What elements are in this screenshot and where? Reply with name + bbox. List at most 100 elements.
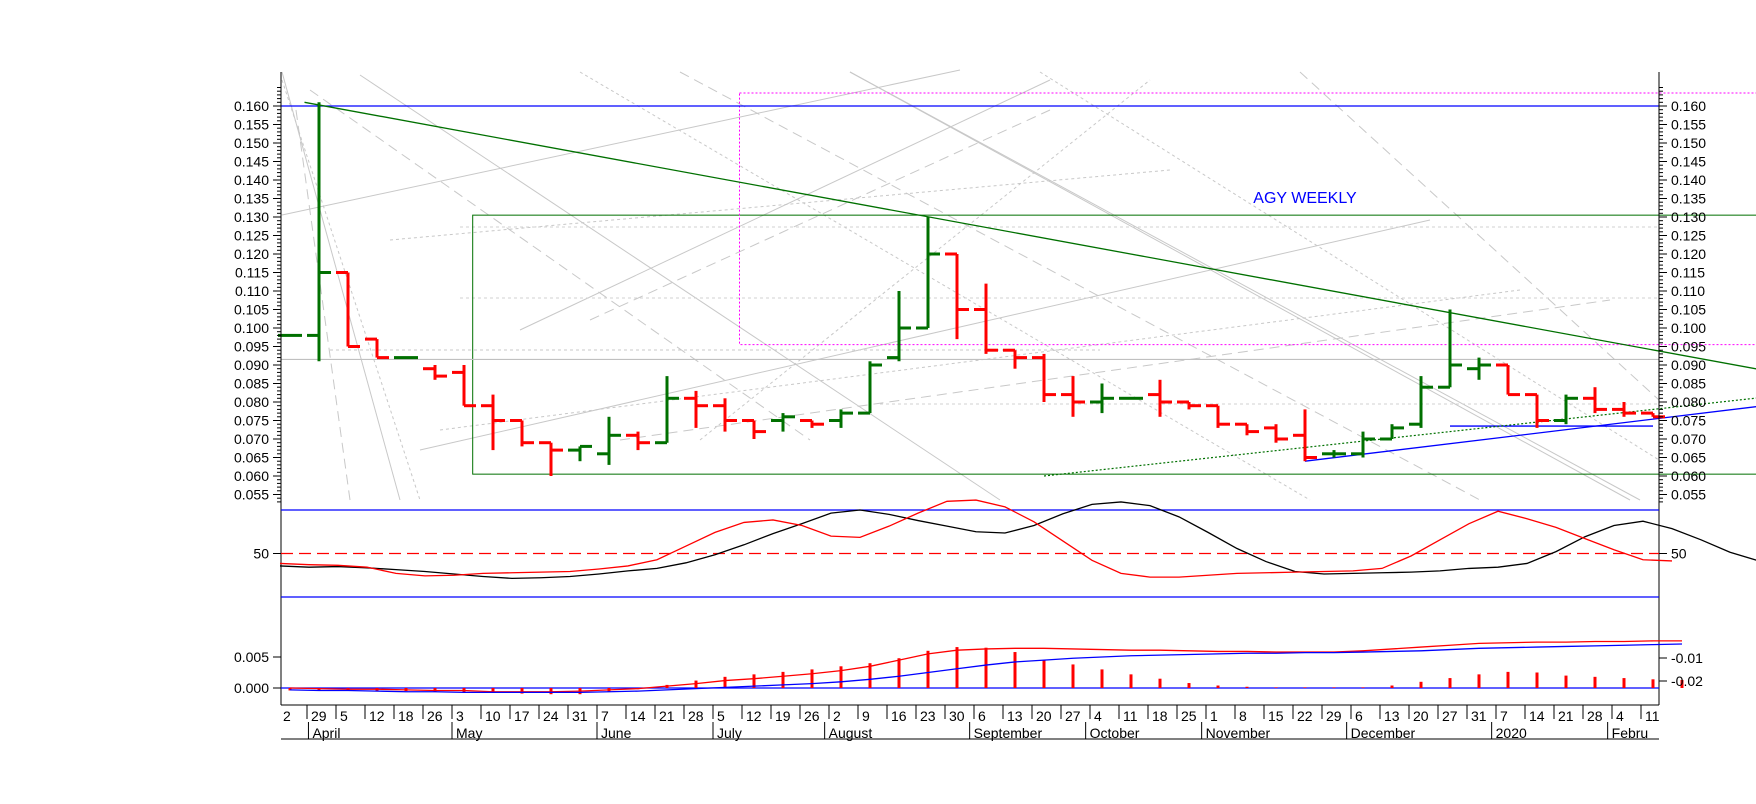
- fan-line: [281, 79, 421, 501]
- date-tick-label: 17: [514, 708, 530, 724]
- ohlc-bar: [1380, 424, 1404, 441]
- price-tick-label: 0.120: [1671, 246, 1706, 262]
- ohlc-bar: [452, 365, 476, 408]
- price-panel: 0.055 0.060 0.065 0.070 0.075 0.080 0.085 0.090…: [234, 69, 1756, 505]
- price-tick-label: 0.155: [234, 117, 269, 133]
- price-tick-label: 0.080: [234, 394, 269, 410]
- fan-line: [439, 289, 1521, 431]
- price-tick-label: 0.120: [234, 246, 269, 262]
- price-tick-label: 0.150: [234, 135, 269, 151]
- date-tick-label: 22: [1297, 708, 1313, 724]
- fan-line: [519, 79, 1051, 331]
- ohlc-bar: [1206, 404, 1230, 428]
- trendline: [1043, 397, 1756, 477]
- ohlc-bar: [1264, 424, 1288, 443]
- price-tick-label: 0.110: [1671, 283, 1705, 299]
- hist-tick-label: 0.005: [234, 649, 269, 665]
- date-tick-label: 26: [427, 708, 443, 724]
- ohlc-bar: [423, 365, 447, 380]
- chart-title: AGY WEEKLY: [1253, 190, 1357, 207]
- histogram-panel: 0.000 0.005 -0.02 -0.01: [234, 640, 1703, 705]
- hist-tick-label: 0.000: [234, 680, 269, 696]
- fan-line: [619, 299, 1611, 441]
- date-tick-label: 14: [1529, 708, 1545, 724]
- date-tick-label: 7: [1500, 708, 1508, 724]
- fan-line: [281, 71, 401, 501]
- trendline: [1304, 406, 1756, 462]
- price-tick-label: 0.065: [234, 450, 269, 466]
- ohlc-bar: [626, 431, 650, 451]
- ohlc-bar: [1003, 348, 1027, 369]
- date-tick-label: 13: [1007, 708, 1023, 724]
- price-tick-label: 0.100: [1671, 320, 1706, 336]
- date-tick-label: 23: [920, 708, 936, 724]
- date-tick-label: 5: [340, 708, 348, 724]
- ohlc-bar: [481, 394, 505, 451]
- price-tick-label: 0.130: [1671, 209, 1706, 225]
- date-tick-label: 5: [717, 708, 725, 724]
- fan-line: [579, 71, 1311, 501]
- month-label: May: [456, 725, 482, 741]
- month-label: September: [974, 725, 1043, 741]
- stochastic-panel: 50 50: [253, 499, 1756, 640]
- date-tick-label: 29: [1326, 708, 1342, 724]
- price-tick-label: 0.090: [234, 357, 269, 373]
- date-tick-label: 6: [978, 708, 986, 724]
- date-tick-label: 12: [746, 708, 762, 724]
- date-tick-label: 6: [1355, 708, 1363, 724]
- month-label: April: [312, 725, 340, 741]
- ohlc-bar: [1554, 394, 1578, 425]
- price-tick-label: 0.160: [1671, 98, 1706, 114]
- date-tick-label: 18: [398, 708, 414, 724]
- ohlc-bar: [365, 337, 389, 360]
- date-tick-label: 27: [1065, 708, 1081, 724]
- fan-line: [589, 109, 1051, 321]
- price-tick-label: 0.075: [234, 413, 269, 429]
- price-tick-label: 0.145: [1671, 154, 1706, 170]
- fan-line: [281, 69, 961, 216]
- fan-line: [699, 79, 1151, 441]
- fan-line: [849, 71, 1631, 501]
- date-tick-label: 21: [1558, 708, 1574, 724]
- fan-line: [389, 169, 1171, 241]
- month-label: June: [601, 725, 632, 741]
- ohlc-bar: [1090, 383, 1114, 414]
- date-tick-label: 4: [1094, 708, 1102, 724]
- hist-signal-line: [289, 643, 1683, 693]
- ohlc-bar: [1641, 411, 1665, 419]
- ohlc-bar: [568, 444, 592, 462]
- price-axis-left: 0.055 0.060 0.065 0.070 0.075 0.080 0.085 0.090…: [234, 87, 281, 503]
- ohlc-bar: [829, 409, 853, 428]
- price-tick-label: 0.075: [1671, 413, 1706, 429]
- fan-line: [849, 71, 1641, 501]
- analysis-overlays: [281, 69, 1756, 501]
- price-tick-label: 0.085: [1671, 376, 1706, 392]
- price-tick-label: 0.150: [1671, 135, 1706, 151]
- price-tick-label: 0.125: [234, 228, 269, 244]
- month-label: July: [717, 725, 742, 741]
- fan-line: [1299, 71, 1660, 401]
- date-tick-label: 28: [688, 708, 704, 724]
- date-tick-label: 15: [1268, 708, 1284, 724]
- ohlc-bar: [713, 398, 737, 432]
- date-tick-label: 21: [659, 708, 675, 724]
- price-tick-label: 0.110: [235, 283, 269, 299]
- osc-tick-label: 50: [1671, 546, 1687, 562]
- price-tick-label: 0.100: [234, 320, 269, 336]
- price-tick-label: 0.155: [1671, 117, 1706, 133]
- price-tick-label: 0.070: [234, 431, 269, 447]
- price-tick-label: 0.065: [1671, 450, 1706, 466]
- ohlc-bar: [887, 291, 911, 362]
- ohlc-bar: [539, 441, 563, 476]
- price-axis-right: 0.055 0.060 0.065 0.070 0.075 0.080 0.085 0.090…: [1659, 87, 1706, 503]
- trendline: [304, 101, 1756, 370]
- date-tick-label: 2: [283, 708, 291, 724]
- date-axis: 2 29 5 12 18 26 3 10 17 24 31 7 14 21 28 5 12 19 26 2 9 16 23 3…: [281, 704, 1660, 741]
- hist-tick-label: -0.02: [1671, 673, 1703, 689]
- ohlc-bar: [916, 217, 940, 330]
- ohlc-bar: [1293, 409, 1317, 462]
- date-tick-label: 30: [949, 708, 965, 724]
- date-tick-label: 11: [1645, 708, 1660, 724]
- ohlc-bar: [1148, 379, 1172, 417]
